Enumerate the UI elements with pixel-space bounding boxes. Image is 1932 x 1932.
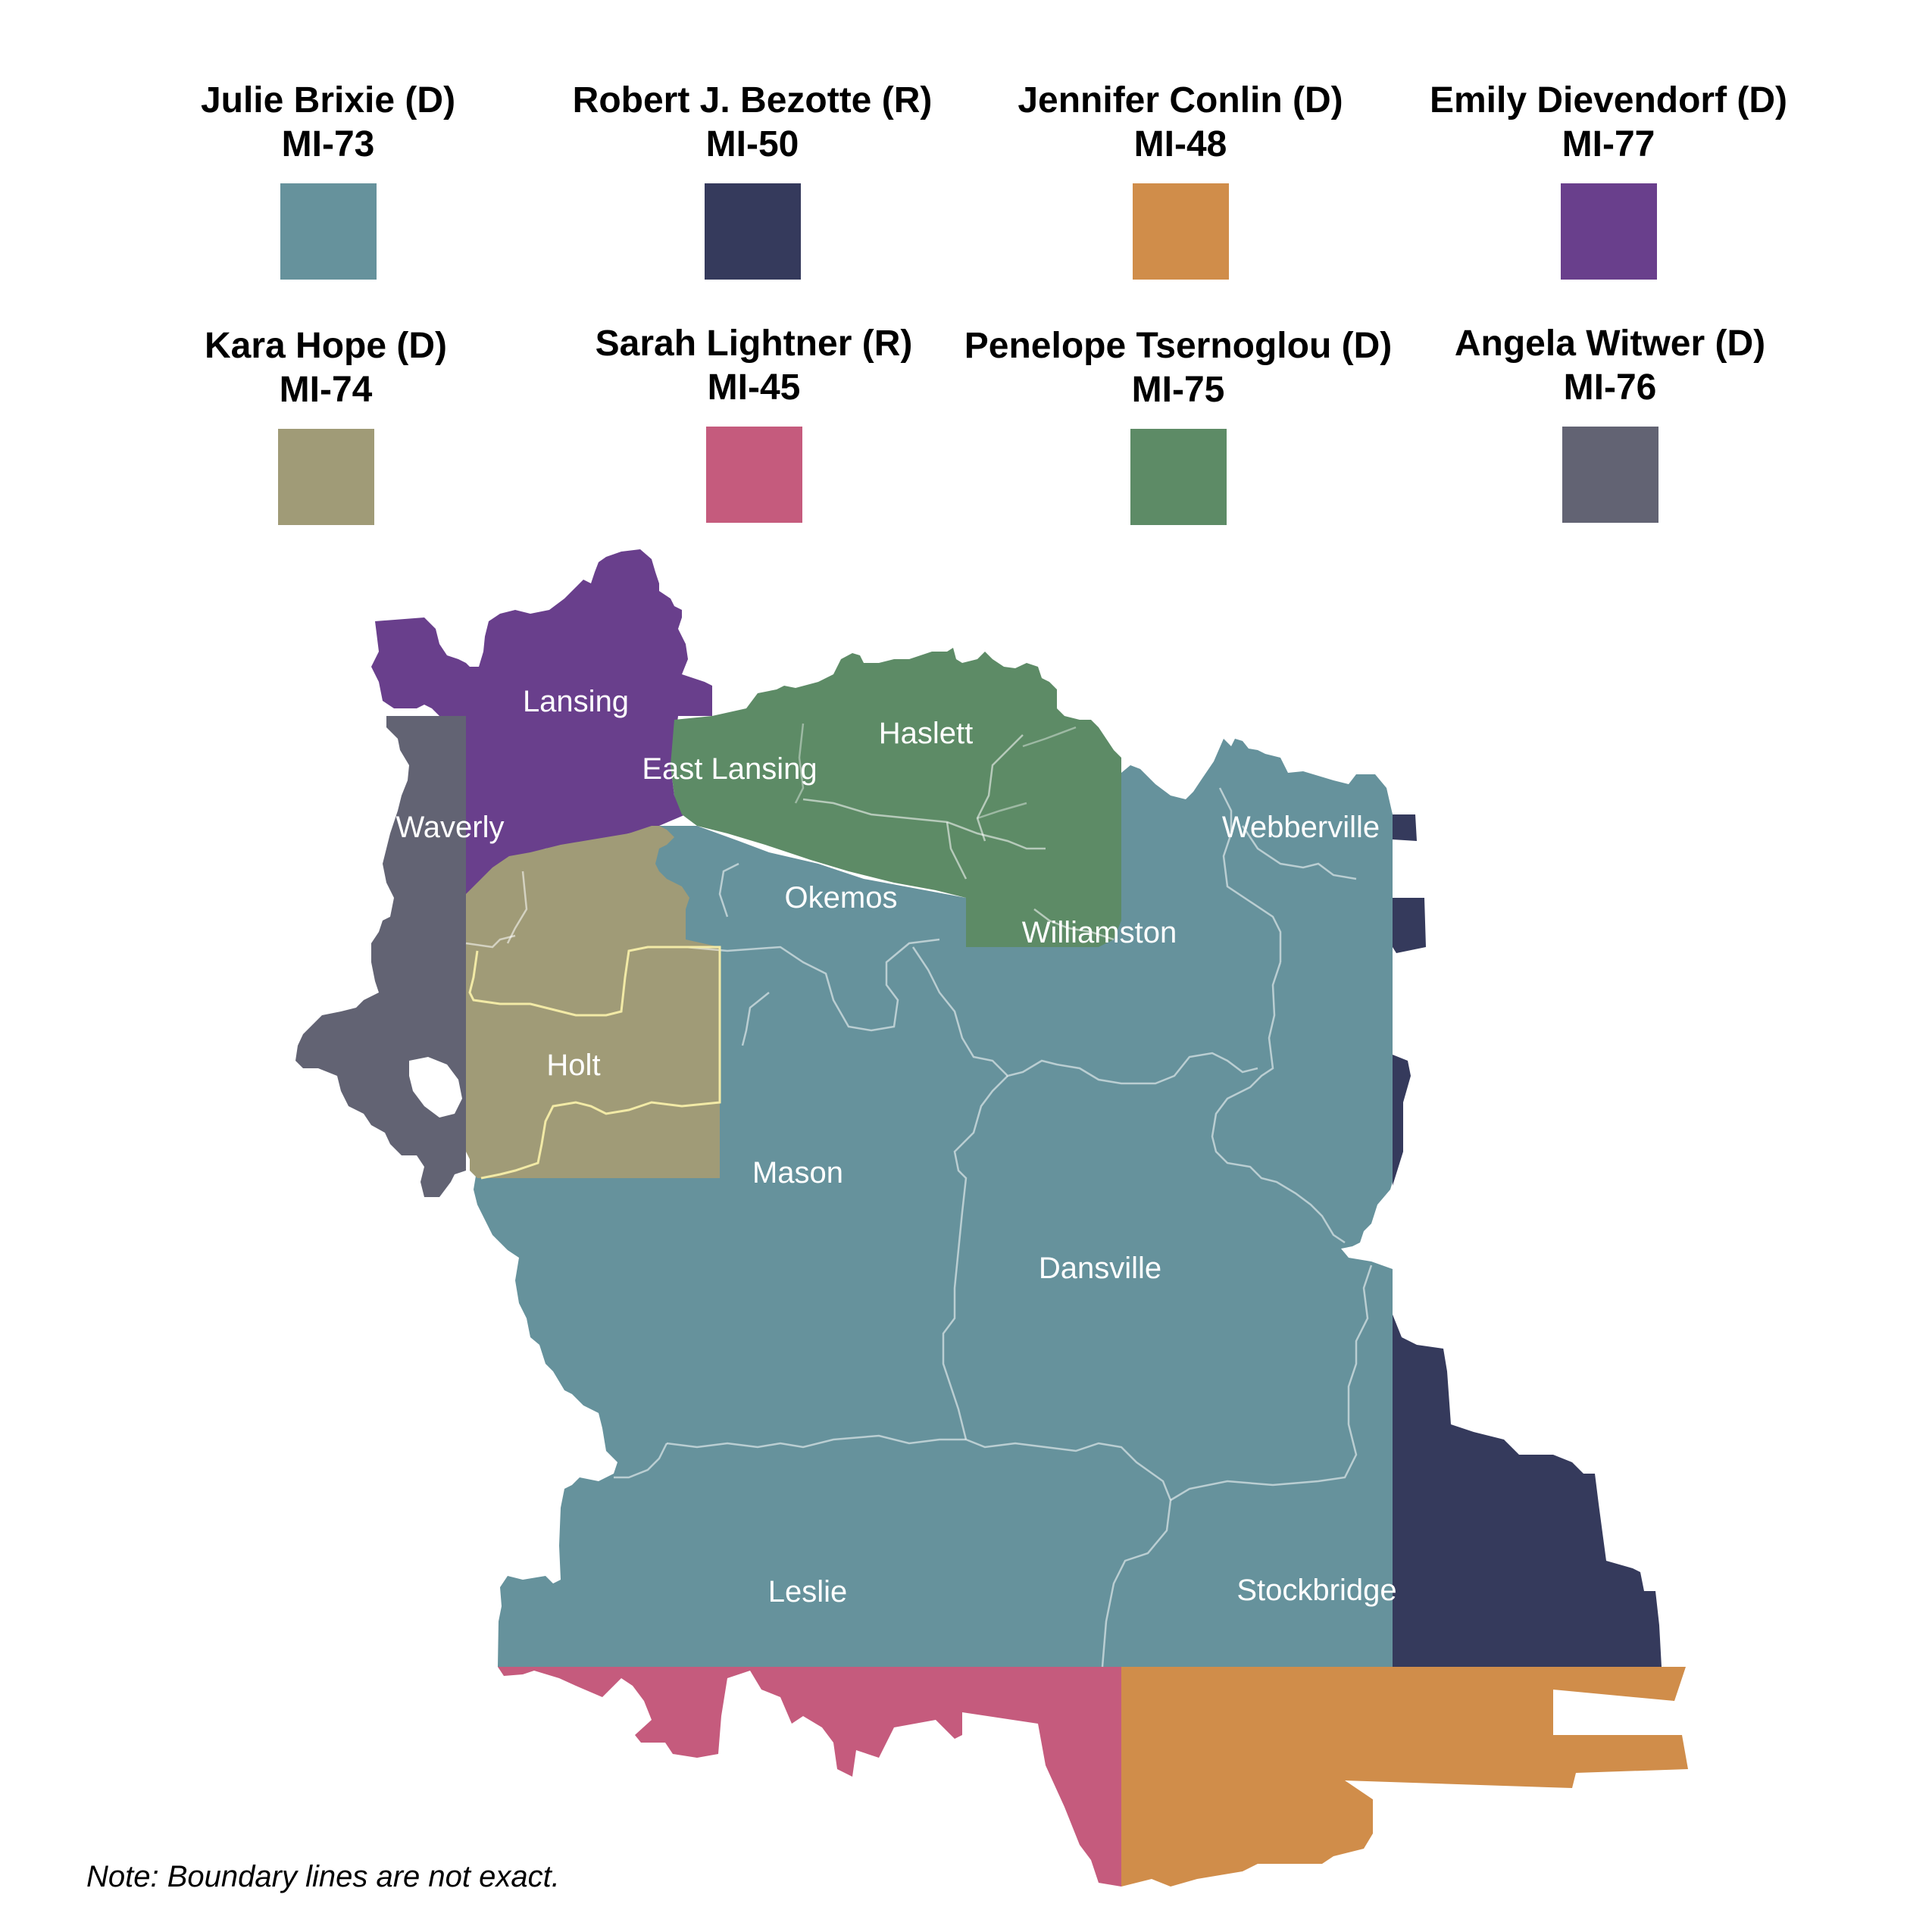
legend-name: Sarah Lightner (R): [595, 324, 913, 364]
legend-district: MI-73: [281, 124, 375, 164]
place-label-lansing: Lansing: [523, 685, 629, 718]
legend-item-mi-74: Kara Hope (D) MI-74: [83, 324, 568, 525]
legend-district: MI-48: [1133, 124, 1227, 164]
region-mi-50: [1393, 814, 1662, 1667]
legend-item-mi-75: Penelope Tsernoglou (D) MI-75: [936, 324, 1421, 525]
green-internal-lines: [794, 723, 1077, 820]
region-mi-77: [371, 549, 712, 894]
map-note: Note: Boundary lines are not exact.: [86, 1860, 560, 1893]
region-mi-76: [295, 716, 466, 1197]
legend-name: Robert J. Bezotte (R): [572, 80, 933, 120]
map-notch: [409, 1057, 462, 1118]
legend-swatch: [1562, 427, 1658, 523]
legend-district: MI-77: [1562, 124, 1655, 164]
legend-swatch: [1130, 429, 1227, 525]
place-label-webberville: Webberville: [1222, 811, 1380, 844]
legend-item-mi-50: Robert J. Bezotte (R) MI-50: [510, 79, 995, 280]
place-label-leslie: Leslie: [768, 1575, 848, 1608]
legend-item-mi-48: Jennifer Conlin (D) MI-48: [938, 79, 1423, 280]
place-label-east-lansing: East Lansing: [642, 752, 817, 786]
legend-district: MI-75: [1131, 370, 1225, 410]
place-label-okemos: Okemos: [785, 881, 898, 914]
legend-item-mi-73: Julie Brixie (D) MI-73: [86, 79, 571, 280]
legend-name: Emily Dievendorf (D): [1429, 80, 1788, 120]
legend-item-mi-45: Sarah Lightner (R) MI-45: [511, 322, 996, 523]
place-label-waverly: Waverly: [396, 811, 505, 844]
legend-swatch: [705, 427, 802, 523]
legend-district: MI-74: [279, 370, 373, 410]
legend-name: Jennifer Conlin (D): [1018, 80, 1343, 120]
place-label-holt: Holt: [546, 1049, 600, 1082]
legend-swatch: [704, 183, 801, 280]
legend-name: Julie Brixie (D): [200, 80, 456, 120]
place-label-williamston: Williamston: [1022, 916, 1177, 949]
place-label-stockbridge: Stockbridge: [1236, 1574, 1396, 1607]
place-label-dansville: Dansville: [1039, 1252, 1161, 1285]
region-mi-45: [498, 1667, 1121, 1887]
legend-district: MI-45: [707, 367, 801, 408]
holt-boundary: [468, 946, 721, 1180]
place-label-mason: Mason: [752, 1156, 843, 1190]
legend-district: MI-76: [1563, 367, 1657, 408]
legend-item-mi-76: Angela Witwer (D) MI-76: [1368, 322, 1852, 523]
legend-name: Kara Hope (D): [204, 326, 448, 366]
legend-swatch: [280, 183, 377, 280]
place-label-haslett: Haslett: [879, 717, 974, 750]
legend-swatch: [1132, 183, 1229, 280]
region-mi-48: [1121, 1667, 1688, 1887]
legend-name: Penelope Tsernoglou (D): [964, 326, 1393, 366]
legend-swatch: [277, 429, 374, 525]
township-boundaries: [465, 734, 1373, 1668]
legend-name: Angela Witwer (D): [1454, 324, 1766, 364]
region-mi-74: [466, 826, 720, 1178]
legend-swatch: [1560, 183, 1657, 280]
legend-district: MI-50: [705, 124, 799, 164]
legend-item-mi-77: Emily Dievendorf (D) MI-77: [1366, 79, 1851, 280]
region-mi-75: [671, 648, 1121, 947]
